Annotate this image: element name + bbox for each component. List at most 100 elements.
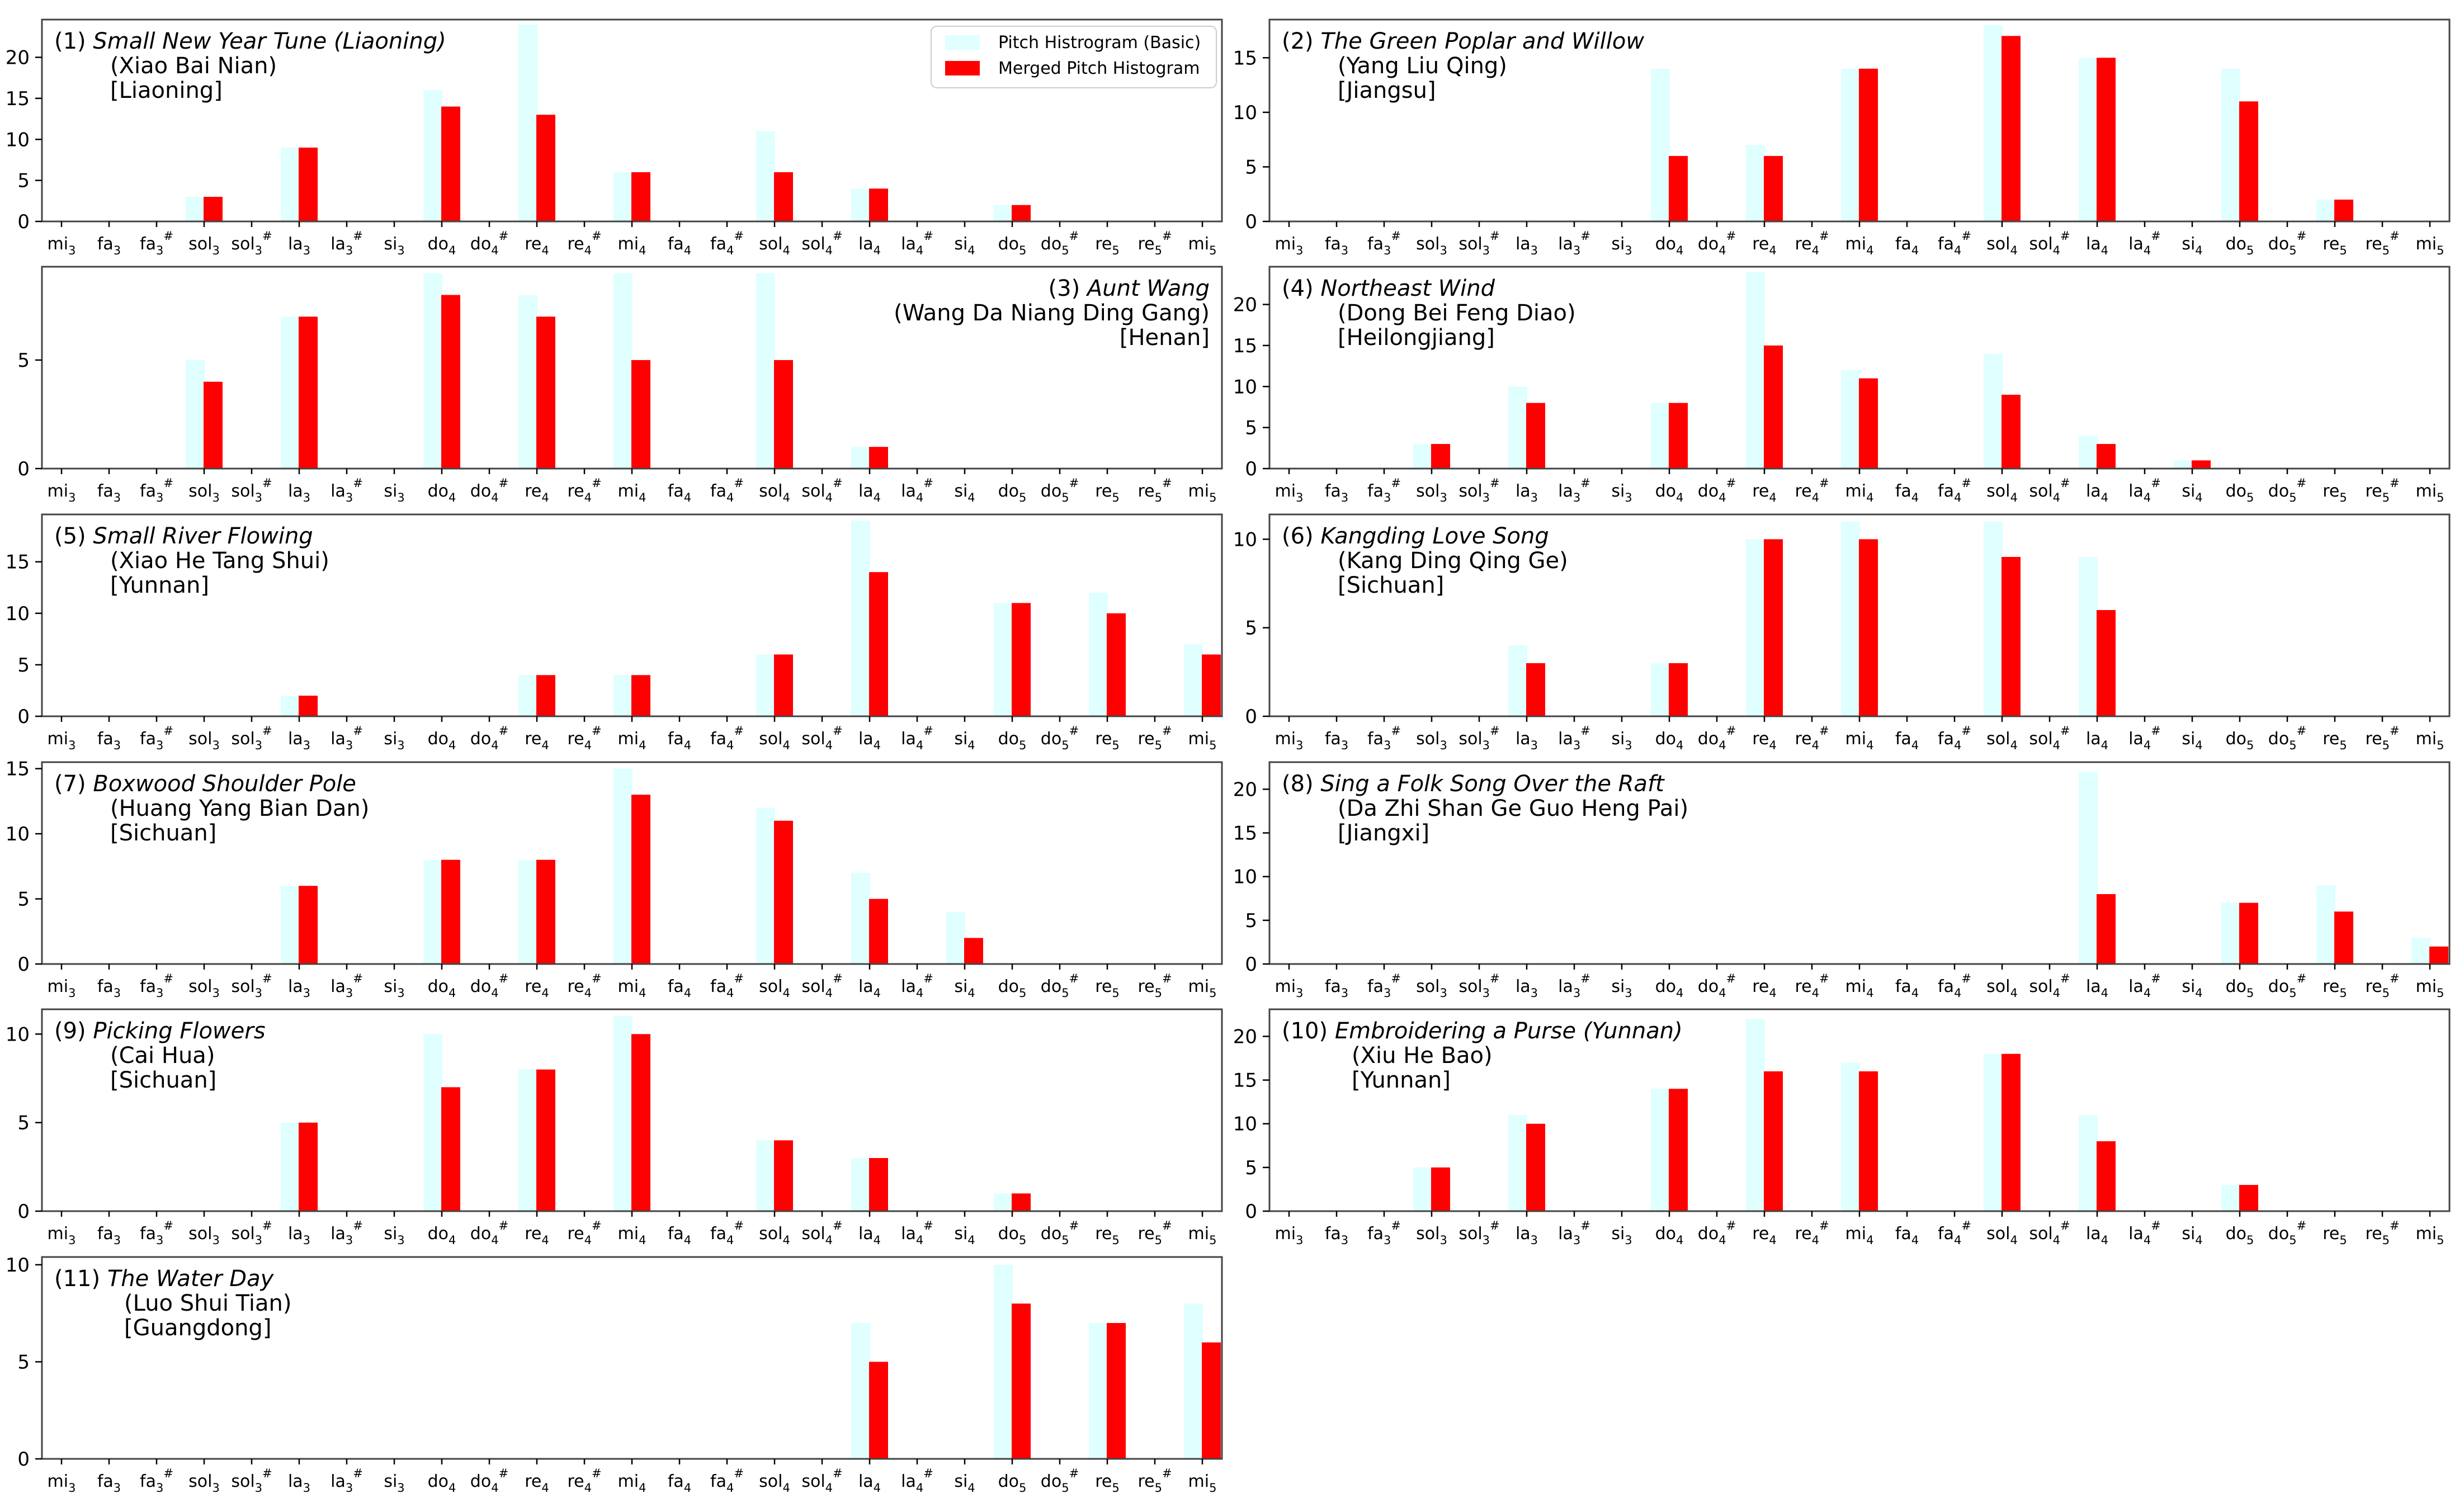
bar-basic-la4 bbox=[851, 447, 870, 469]
x-tick-label-la4: la4 bbox=[2086, 481, 2108, 504]
y-tick-label: 0 bbox=[1245, 458, 1257, 480]
x-tick-label-re5#: re5# bbox=[2365, 476, 2399, 504]
bar-merged-la4 bbox=[869, 1362, 888, 1459]
bar-basic-la3 bbox=[1508, 386, 1527, 469]
bar-merged-la3 bbox=[299, 696, 318, 716]
x-tick-label-la4#: la4# bbox=[901, 1467, 933, 1495]
x-tick-label-sol4#: sol4# bbox=[2029, 229, 2070, 257]
bar-basic-do4 bbox=[1651, 663, 1670, 716]
x-tick-label-sol4: sol4 bbox=[759, 1224, 790, 1247]
bar-basic-la3 bbox=[281, 147, 300, 221]
y-tick-label: 5 bbox=[17, 889, 30, 911]
x-tick-label-sol4: sol4 bbox=[759, 977, 790, 1000]
panel-region: [Henan] bbox=[1120, 325, 1210, 351]
x-tick-label-si4: si4 bbox=[2182, 729, 2202, 752]
panel-subtitle: (Luo Shui Tian) bbox=[124, 1291, 291, 1316]
x-tick-label-do4#: do4# bbox=[470, 1467, 508, 1495]
bar-basic-re4 bbox=[518, 24, 537, 222]
x-tick-label-sol4#: sol4# bbox=[801, 476, 842, 504]
panel-region: [Yunnan] bbox=[110, 573, 209, 598]
x-tick-label-sol4: sol4 bbox=[759, 481, 790, 504]
x-tick-label-do4: do4 bbox=[428, 234, 456, 257]
x-tick-label-sol3#: sol3# bbox=[231, 229, 272, 257]
x-tick-label-la3#: la3# bbox=[1558, 724, 1590, 752]
x-tick-label-mi3: mi3 bbox=[48, 1472, 76, 1495]
y-tick-label: 15 bbox=[6, 88, 30, 110]
bar-basic-sol4 bbox=[1984, 25, 2003, 222]
y-tick-label: 0 bbox=[17, 706, 30, 728]
bar-basic-re5 bbox=[1089, 1323, 1108, 1459]
x-tick-label-la3#: la3# bbox=[331, 724, 363, 752]
x-tick-label-fa4: fa4 bbox=[1895, 729, 1919, 752]
x-tick-label-sol3#: sol3# bbox=[1458, 972, 1499, 1000]
panel-region: [Sichuan] bbox=[1338, 573, 1444, 598]
x-tick-label-la3: la3 bbox=[288, 1472, 310, 1495]
bar-merged-sol4 bbox=[2002, 394, 2021, 469]
x-tick-label-mi5: mi5 bbox=[1188, 1224, 1217, 1247]
x-tick-label-sol4#: sol4# bbox=[2029, 476, 2070, 504]
x-tick-label-re4: re4 bbox=[1752, 729, 1777, 752]
x-tick-label-do5#: do5# bbox=[1041, 229, 1079, 257]
x-tick-label-re5#: re5# bbox=[1137, 972, 1172, 1000]
panel-subtitle: (Da Zhi Shan Ge Guo Heng Pai) bbox=[1338, 796, 1688, 821]
x-tick-label-la3#: la3# bbox=[331, 476, 363, 504]
bar-basic-mi5 bbox=[1184, 644, 1203, 716]
bar-basic-si4 bbox=[946, 911, 965, 964]
x-tick-label-fa3: fa3 bbox=[97, 729, 121, 752]
bar-basic-la4 bbox=[2079, 772, 2098, 964]
x-tick-label-fa4: fa4 bbox=[668, 977, 691, 1000]
x-tick-label-si3: si3 bbox=[1611, 977, 1632, 1000]
histogram-panel-5: 0 5 10 15 mi3 fa3 fa3# sol3 sol3# la3 la3# si3 do4 do… bbox=[6, 513, 1223, 752]
legend-swatch-basic bbox=[945, 35, 980, 50]
bar-merged-mi4 bbox=[631, 795, 650, 964]
x-tick-label-re4: re4 bbox=[1752, 977, 1777, 1000]
x-tick-label-fa4: fa4 bbox=[1895, 977, 1919, 1000]
x-tick-label-fa3#: fa3# bbox=[140, 1467, 173, 1495]
x-tick-label-fa3: fa3 bbox=[1325, 729, 1348, 752]
y-tick-label: 5 bbox=[17, 654, 30, 677]
x-tick-label-re5: re5 bbox=[1095, 729, 1120, 752]
x-tick-label-la3#: la3# bbox=[331, 972, 363, 1000]
x-tick-label-si4: si4 bbox=[954, 1224, 975, 1247]
x-tick-label-do4: do4 bbox=[1655, 729, 1684, 752]
x-tick-label-mi5: mi5 bbox=[1188, 481, 1217, 504]
bar-basic-re4 bbox=[1746, 271, 1765, 469]
x-tick-label-re4#: re4# bbox=[567, 972, 601, 1000]
x-tick-label-sol4#: sol4# bbox=[801, 229, 842, 257]
bar-merged-mi4 bbox=[631, 360, 650, 469]
histogram-panel-9: 0 5 10 mi3 fa3 fa3# sol3 sol3# la3 la3# si3 do4 do4#… bbox=[6, 1008, 1223, 1247]
y-tick-label: 5 bbox=[1245, 910, 1257, 932]
y-tick-label: 20 bbox=[1233, 1026, 1257, 1048]
x-tick-label-re5: re5 bbox=[1095, 977, 1120, 1000]
x-tick-label-sol3#: sol3# bbox=[231, 724, 272, 752]
bar-merged-re5 bbox=[2334, 911, 2353, 964]
bar-merged-sol4 bbox=[774, 1140, 793, 1211]
x-tick-label-do5#: do5# bbox=[2268, 972, 2306, 1000]
bar-basic-si4 bbox=[2174, 460, 2193, 469]
x-tick-label-re5#: re5# bbox=[1137, 724, 1172, 752]
x-tick-label-fa4#: fa4# bbox=[710, 1219, 744, 1247]
x-tick-label-re4: re4 bbox=[1752, 234, 1777, 257]
x-tick-label-sol3: sol3 bbox=[1416, 234, 1447, 257]
bar-basic-sol4 bbox=[1984, 1053, 2003, 1211]
y-tick-label: 0 bbox=[17, 211, 30, 233]
x-tick-label-la3: la3 bbox=[1516, 1224, 1538, 1247]
bar-basic-re4 bbox=[1746, 145, 1765, 221]
panel-region: [Sichuan] bbox=[110, 820, 216, 846]
bar-basic-mi4 bbox=[613, 273, 632, 469]
x-tick-label-la4#: la4# bbox=[901, 972, 933, 1000]
bar-merged-re4 bbox=[536, 1069, 555, 1211]
x-tick-label-do4: do4 bbox=[428, 729, 456, 752]
panel-region: [Sichuan] bbox=[110, 1067, 216, 1093]
histogram-panel-7: 0 5 10 15 mi3 fa3 fa3# sol3 sol3# la3 la3# si3 do4 do… bbox=[6, 758, 1223, 1000]
bar-merged-la3 bbox=[299, 316, 318, 469]
y-tick-label: 0 bbox=[1245, 211, 1257, 233]
histogram-panel-10: 0 5 10 15 20 mi3 fa3 fa3# sol3 sol3# la3 la3# si3 do4… bbox=[1233, 1008, 2451, 1247]
x-tick-label-do4#: do4# bbox=[1698, 724, 1736, 752]
bar-basic-la3 bbox=[1508, 645, 1527, 716]
x-tick-label-si4: si4 bbox=[954, 481, 975, 504]
x-tick-label-fa3#: fa3# bbox=[140, 972, 173, 1000]
x-tick-label-re4#: re4# bbox=[567, 1219, 601, 1247]
x-tick-label-re5: re5 bbox=[1095, 1224, 1120, 1247]
x-tick-label-fa3: fa3 bbox=[1325, 977, 1348, 1000]
